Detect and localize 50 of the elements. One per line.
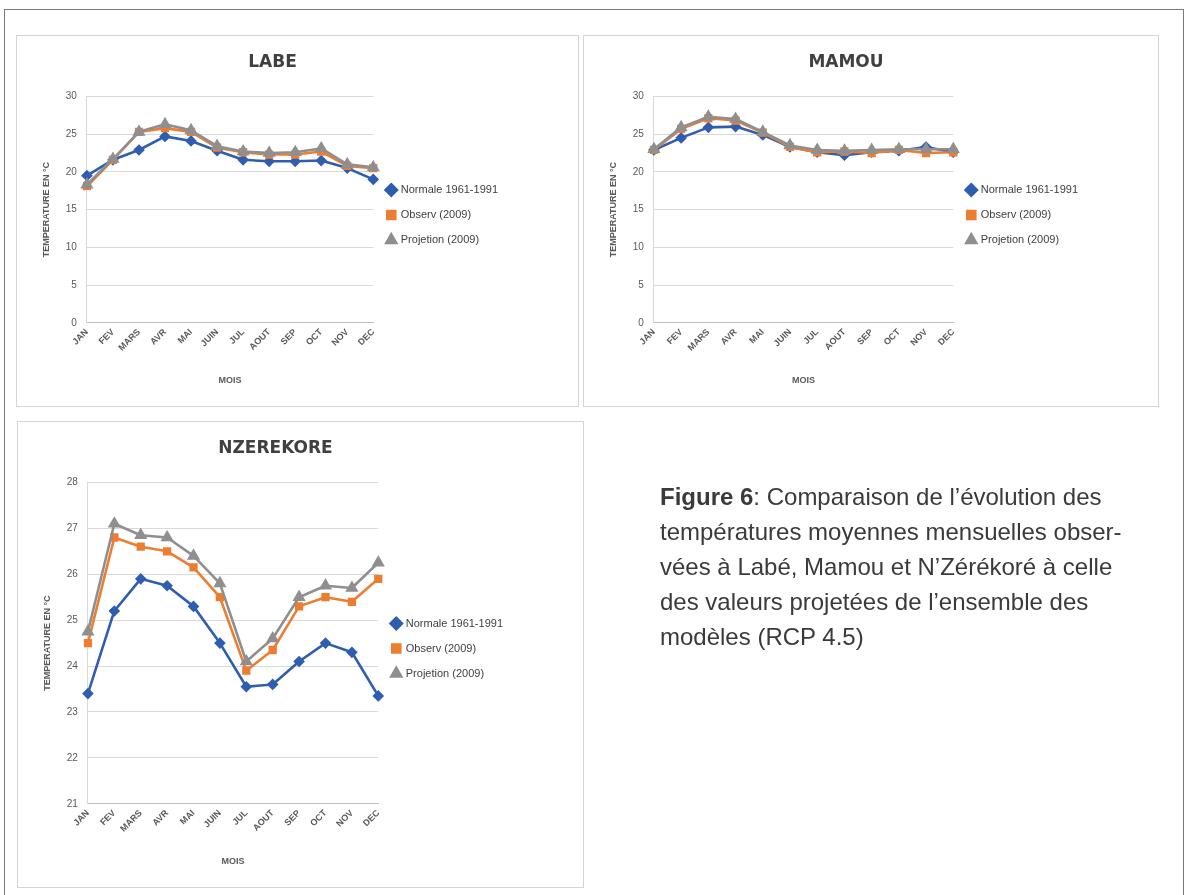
legend-label: Observ (2009) [400, 208, 472, 221]
x-tick-label: JUL [801, 326, 821, 346]
chart-title: LABE [248, 50, 297, 71]
y-tick-label: 26 [66, 567, 79, 579]
y-tick-label: 5 [638, 278, 645, 290]
legend-label: Normale 1961-1991 [400, 183, 499, 196]
y-tick-label: 10 [632, 241, 645, 253]
legend-label: Observ (2009) [405, 641, 477, 654]
y-tick-label: 10 [65, 241, 78, 253]
chart-title: NZEREKORE [218, 436, 333, 457]
x-tick-label: JUL [230, 807, 250, 827]
x-tick-label: MAI [175, 326, 195, 346]
x-axis-title: MOIS [792, 375, 816, 386]
y-axis-title: TEMPERATURE EN °C [40, 161, 51, 258]
y-tick-label: 24 [66, 659, 79, 671]
y-tick-label: 15 [65, 203, 78, 215]
x-axis-title: MOIS [221, 856, 245, 867]
x-tick-label: JUL [227, 326, 247, 346]
y-axis-title: TEMPERATURE EN °C [607, 161, 618, 258]
legend-label: Projetion (2009) [980, 233, 1060, 246]
y-tick-label: 23 [66, 705, 79, 717]
y-tick-label: 20 [632, 165, 645, 177]
legend-label: Normale 1961-1991 [405, 616, 504, 629]
y-tick-label: 25 [66, 613, 79, 625]
y-tick-label: 5 [71, 278, 78, 290]
y-tick-label: 21 [66, 797, 79, 809]
y-tick-label: 20 [65, 165, 78, 177]
text: vées à Labé, Mamou et N’Zérékoré à celle [660, 553, 1113, 580]
text: des valeurs projetées de l’ensemble des [660, 588, 1089, 615]
y-tick-label: 27 [66, 522, 79, 534]
legend-label: Observ (2009) [980, 208, 1052, 221]
y-tick-label: 25 [632, 127, 645, 139]
legend-label: Projetion (2009) [405, 666, 485, 679]
text: : Comparaison de l’évolution des [753, 483, 1102, 510]
text: températures moyennes mensuelles obser- [660, 518, 1122, 545]
y-tick-label: 0 [638, 316, 645, 328]
y-tick-label: 28 [66, 476, 79, 488]
y-tick-label: 30 [632, 90, 645, 102]
x-axis-title: MOIS [218, 375, 242, 386]
text: modèles (RCP 4.5) [660, 623, 864, 650]
chart-title: MAMOU [808, 50, 884, 71]
y-tick-label: 15 [632, 203, 645, 215]
legend-label: Projetion (2009) [400, 233, 480, 246]
y-tick-label: 30 [65, 90, 78, 102]
y-tick-label: 22 [66, 751, 79, 763]
y-tick-label: 25 [65, 127, 78, 139]
legend-label: Normale 1961-1991 [980, 183, 1079, 196]
text: Figure 6 [660, 483, 754, 510]
y-axis-title: TEMPERATURE EN °C [41, 594, 52, 691]
y-tick-label: 0 [71, 316, 78, 328]
